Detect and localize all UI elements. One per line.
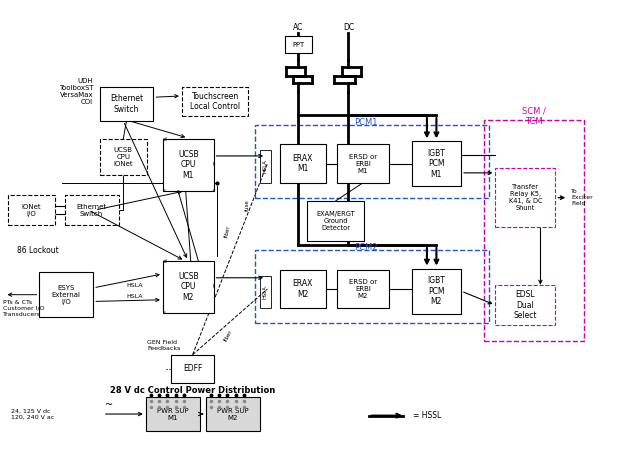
- Text: PPT: PPT: [293, 42, 305, 48]
- Text: ERAX
M2: ERAX M2: [293, 279, 313, 299]
- Text: s: s: [163, 310, 166, 315]
- FancyBboxPatch shape: [100, 87, 153, 121]
- Text: HSLA: HSLA: [126, 295, 142, 300]
- Text: UDH
ToolboxST
VersaMax
COI: UDH ToolboxST VersaMax COI: [59, 78, 93, 105]
- Text: UCSB
CPU
M1: UCSB CPU M1: [178, 150, 198, 180]
- FancyBboxPatch shape: [163, 139, 214, 191]
- Text: ESYS
External
I/O: ESYS External I/O: [52, 285, 81, 305]
- Text: HSLA: HSLA: [263, 285, 268, 299]
- Text: EXAM/ERGT
Ground
Detector: EXAM/ERGT Ground Detector: [316, 211, 355, 231]
- Text: EDSL
Dual
Select: EDSL Dual Select: [514, 290, 537, 320]
- Text: r: r: [212, 188, 215, 193]
- Text: UCSB
CPU
M2: UCSB CPU M2: [178, 272, 198, 302]
- FancyBboxPatch shape: [285, 36, 312, 53]
- Text: Transfer
Relay K5,
K41, & DC
Shunt: Transfer Relay K5, K41, & DC Shunt: [509, 184, 543, 211]
- Text: HSLA: HSLA: [263, 160, 268, 173]
- Bar: [254, 251, 489, 323]
- FancyBboxPatch shape: [337, 270, 389, 308]
- Text: = HSSL: = HSSL: [413, 411, 441, 420]
- Text: UCSB
CPU
IONet: UCSB CPU IONet: [113, 147, 133, 167]
- Text: To
Exciter
Field: To Exciter Field: [571, 189, 593, 206]
- Text: ~: ~: [105, 400, 113, 410]
- Text: Touchscreen
Local Control: Touchscreen Local Control: [190, 92, 240, 112]
- FancyBboxPatch shape: [280, 270, 326, 308]
- Text: Ethernet
Switch: Ethernet Switch: [76, 203, 107, 217]
- Text: t: t: [212, 162, 215, 167]
- Text: el: el: [163, 137, 168, 142]
- Bar: [259, 276, 271, 308]
- Text: EDFF: EDFF: [183, 364, 202, 373]
- FancyBboxPatch shape: [307, 201, 364, 242]
- Text: GEN Field
Feedbacks: GEN Field Feedbacks: [147, 340, 181, 350]
- Text: PCM2: PCM2: [354, 243, 377, 252]
- Text: fiber: fiber: [223, 330, 233, 343]
- FancyBboxPatch shape: [39, 272, 93, 317]
- FancyBboxPatch shape: [171, 355, 214, 383]
- Bar: [484, 119, 584, 340]
- Text: IGBT
PCM
M1: IGBT PCM M1: [427, 149, 445, 179]
- Text: fiber: fiber: [225, 225, 232, 238]
- Text: PWR SUP
M1: PWR SUP M1: [157, 408, 188, 420]
- Text: 28 V dc Control Power Distribution: 28 V dc Control Power Distribution: [110, 386, 275, 395]
- Text: t: t: [212, 284, 215, 289]
- Text: PTs & CTs
Customer I/O
Transducers: PTs & CTs Customer I/O Transducers: [3, 300, 45, 316]
- Bar: [259, 150, 271, 183]
- FancyBboxPatch shape: [411, 141, 461, 187]
- Text: Ethernet
Switch: Ethernet Switch: [110, 94, 143, 114]
- Text: PWR SUP
M2: PWR SUP M2: [217, 408, 249, 420]
- FancyBboxPatch shape: [163, 261, 214, 313]
- Text: ERSD or
ERBI
M1: ERSD or ERBI M1: [349, 153, 377, 173]
- Text: DC: DC: [343, 23, 354, 32]
- Text: s: s: [163, 188, 166, 193]
- FancyBboxPatch shape: [146, 397, 200, 431]
- FancyBboxPatch shape: [495, 285, 555, 326]
- Bar: [254, 125, 489, 197]
- Text: SCM /
TCM: SCM / TCM: [522, 107, 546, 126]
- Text: PCM1: PCM1: [354, 118, 377, 127]
- Text: el: el: [163, 259, 168, 264]
- Text: ERAX
M1: ERAX M1: [293, 154, 313, 173]
- Text: IGBT
PCM
M2: IGBT PCM M2: [427, 276, 445, 306]
- Text: 86 Lockout: 86 Lockout: [17, 246, 59, 255]
- Text: fuse: fuse: [245, 199, 249, 211]
- FancyBboxPatch shape: [280, 144, 326, 183]
- Text: IONet
I/O: IONet I/O: [22, 203, 41, 217]
- FancyBboxPatch shape: [206, 397, 259, 431]
- FancyBboxPatch shape: [495, 168, 555, 227]
- FancyBboxPatch shape: [182, 87, 248, 116]
- Text: 24, 125 V dc
120, 240 V ac: 24, 125 V dc 120, 240 V ac: [11, 409, 54, 419]
- Text: AC: AC: [293, 23, 303, 32]
- FancyBboxPatch shape: [411, 268, 461, 314]
- FancyBboxPatch shape: [65, 195, 118, 225]
- FancyBboxPatch shape: [337, 144, 389, 183]
- FancyBboxPatch shape: [8, 195, 55, 225]
- Text: ERSD or
ERBI
M2: ERSD or ERBI M2: [349, 279, 377, 299]
- FancyBboxPatch shape: [100, 139, 147, 175]
- Text: HSLA: HSLA: [126, 283, 142, 288]
